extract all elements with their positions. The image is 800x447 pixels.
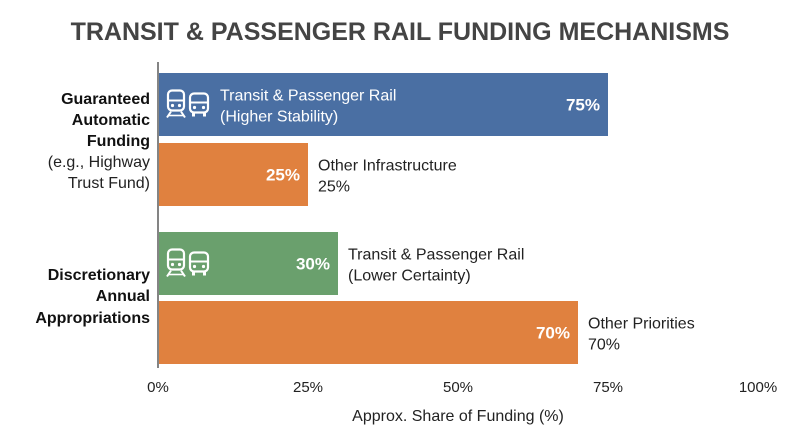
x-axis-label: Approx. Share of Funding (%) [352,408,564,425]
x-tick-label: 75% [593,379,623,396]
bar-category-label: (Higher Stability) [220,109,338,126]
group-label-line: Annual [96,288,150,305]
bar [159,232,338,295]
bar-value-label: 25% [266,166,300,185]
bar [159,73,608,136]
x-tick-label: 50% [443,379,473,396]
train-icon [166,89,186,119]
bar-category-label: Transit & Passenger Rail [348,247,524,264]
bar [159,301,578,364]
x-tick-label: 25% [293,379,323,396]
bus-icon [188,92,210,117]
train-icon [166,248,186,278]
bar-category-label: 70% [588,337,620,354]
chart-title: TRANSIT & PASSENGER RAIL FUNDING MECHANI… [71,18,730,46]
group-label-line: (e.g., Highway [48,154,150,171]
bar-category-label: Other Priorities [588,316,695,333]
bar-category-label: Other Infrastructure [318,158,457,175]
group-label-line: Trust Fund) [68,175,150,192]
bar-value-label: 70% [536,324,570,343]
bar [159,143,308,206]
x-tick-label: 0% [147,379,169,396]
group-label-line: Funding [87,133,150,150]
bar-category-label: 25% [318,179,350,196]
bar-category-label: Transit & Passenger Rail [220,88,396,105]
group-label-line: Guaranteed [61,91,150,108]
bar-value-label: 30% [296,255,330,274]
group-label-line: Automatic [72,112,150,129]
bar-category-label: (Lower Certainty) [348,268,471,285]
bar-value-label: 75% [566,96,600,115]
x-tick-label: 100% [739,379,777,396]
group-label-line: Appropriations [35,310,150,327]
group-label-line: Discretionary [48,267,150,284]
bus-icon [188,251,210,276]
